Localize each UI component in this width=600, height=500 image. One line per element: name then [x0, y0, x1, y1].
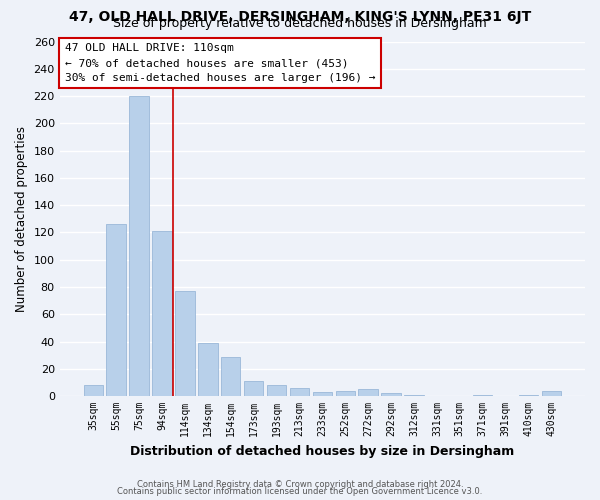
Text: Contains HM Land Registry data © Crown copyright and database right 2024.: Contains HM Land Registry data © Crown c… [137, 480, 463, 489]
Bar [290, 388, 309, 396]
Bar [267, 385, 286, 396]
Bar [335, 390, 355, 396]
Bar [358, 389, 378, 396]
Bar [382, 394, 401, 396]
Bar [152, 231, 172, 396]
Bar [519, 394, 538, 396]
Bar [83, 385, 103, 396]
Bar [130, 96, 149, 396]
Text: 47, OLD HALL DRIVE, DERSINGHAM, KING'S LYNN, PE31 6JT: 47, OLD HALL DRIVE, DERSINGHAM, KING'S L… [69, 10, 531, 24]
Bar [106, 224, 126, 396]
Bar [542, 390, 561, 396]
Bar [244, 381, 263, 396]
Bar [221, 356, 241, 396]
Text: Contains public sector information licensed under the Open Government Licence v3: Contains public sector information licen… [118, 487, 482, 496]
Bar [175, 291, 194, 396]
Text: Size of property relative to detached houses in Dersingham: Size of property relative to detached ho… [113, 18, 487, 30]
Bar [313, 392, 332, 396]
Bar [473, 394, 493, 396]
X-axis label: Distribution of detached houses by size in Dersingham: Distribution of detached houses by size … [130, 444, 514, 458]
Bar [404, 394, 424, 396]
Y-axis label: Number of detached properties: Number of detached properties [15, 126, 28, 312]
Text: 47 OLD HALL DRIVE: 110sqm
← 70% of detached houses are smaller (453)
30% of semi: 47 OLD HALL DRIVE: 110sqm ← 70% of detac… [65, 44, 376, 83]
Bar [198, 343, 218, 396]
